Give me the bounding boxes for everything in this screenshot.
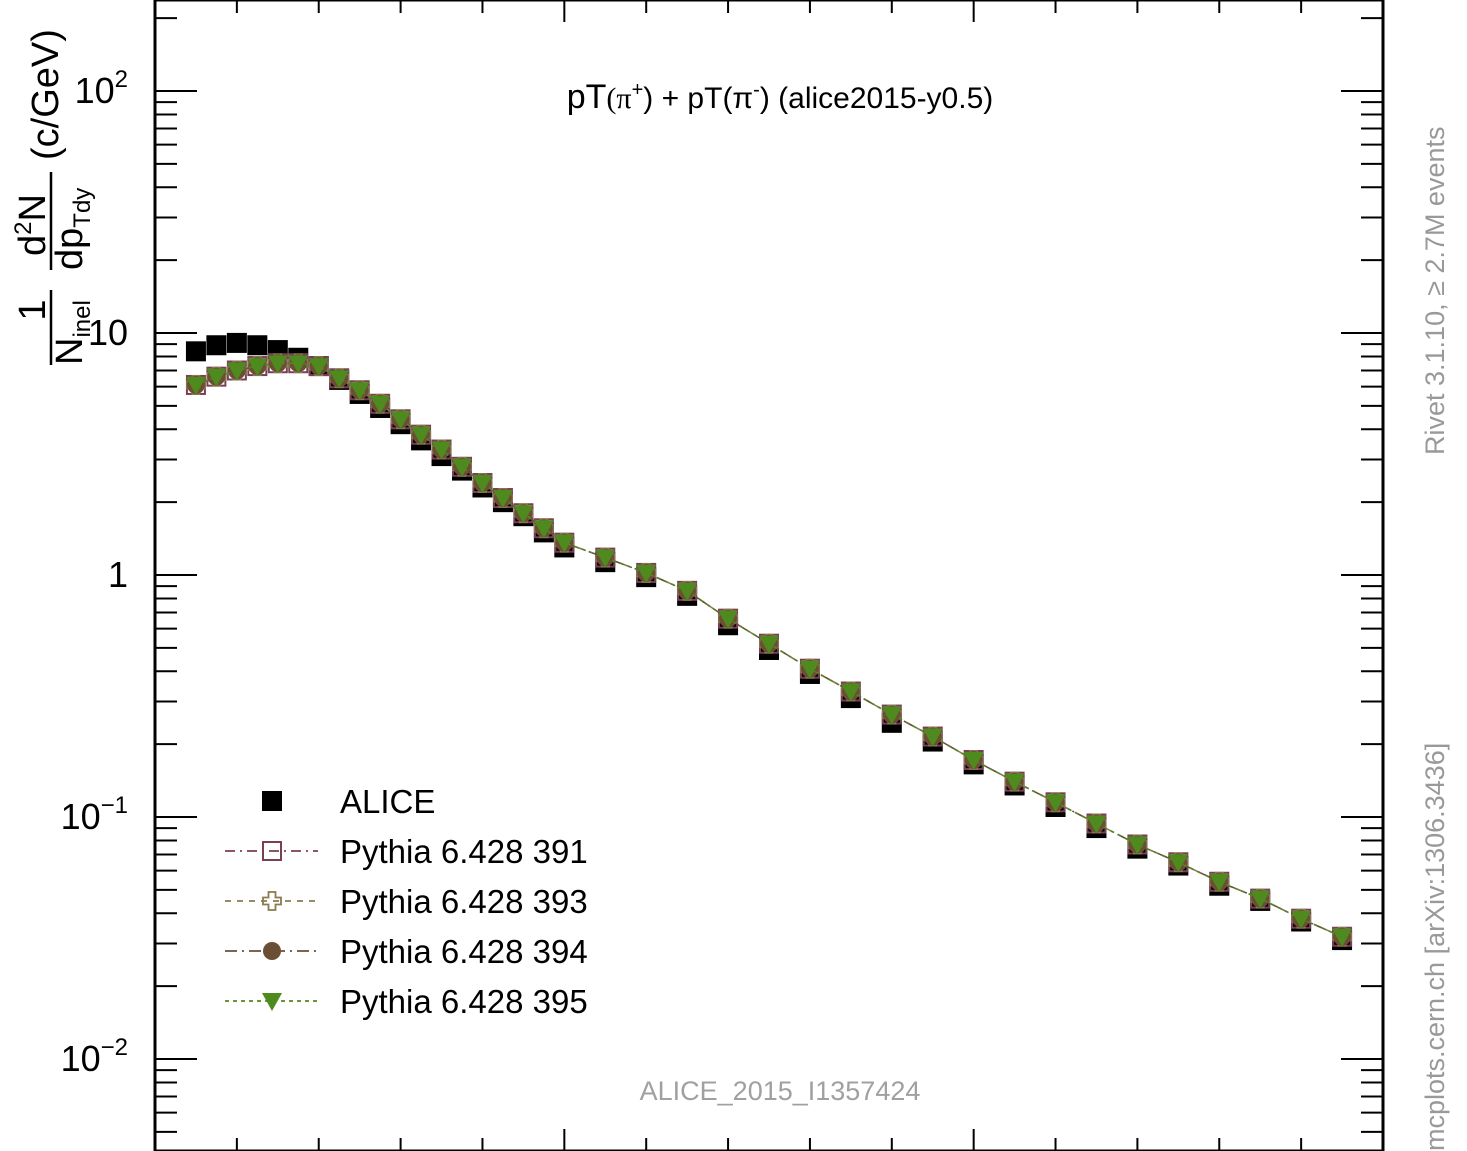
data-point [206,368,227,387]
analysis-id-annotation: ALICE_2015_I1357424 [640,1076,921,1106]
data-point [390,411,411,430]
data-point [431,441,452,460]
data-point [554,534,575,553]
data-point [411,426,432,445]
data-point [963,752,984,771]
data-point [759,635,779,654]
y-tick-label: 10−1 [61,792,128,837]
data-point [308,358,329,377]
data-point [452,458,472,477]
legend-entry: Pythia 6.428 391 [225,833,588,870]
data-point [247,335,268,356]
data-point [370,395,391,414]
data-point [513,505,534,524]
title-plus-sup: + [632,79,644,101]
title-main: pT [567,78,607,116]
y-tick-label: 10 [88,312,128,353]
data-point [329,370,350,389]
y-label-den-dp: dpTdy [49,188,96,270]
data-point [206,335,227,356]
data-point [881,706,902,725]
data-point [1209,873,1230,892]
data-point [1250,890,1271,909]
data-point [1045,794,1066,813]
data-point [1332,928,1353,947]
y-tick-labels: 102 10 1 10−1 10−2 [61,66,128,1079]
data-point [922,728,943,747]
y-tick-label: 10−2 [61,1034,128,1079]
data-point [263,942,281,960]
data-point [267,355,288,374]
legend-label: ALICE [340,783,435,820]
title-mid: ) + pT(π [643,82,753,115]
data-point [840,683,861,702]
data-point [533,520,554,539]
mcplots-source-label: mcplots.cern.ch [arXiv:1306.3436] [1420,742,1450,1151]
rivet-version-label: Rivet 3.1.10, ≥ 2.7M events [1420,126,1450,455]
data-point [636,564,657,583]
title-minus-sup: - [753,79,760,101]
y-tick-label: 1 [108,554,128,595]
y-label-den-n: Ninel [49,300,96,365]
data-point [1291,910,1312,929]
legend-label: Pythia 6.428 391 [340,833,588,870]
data-point [472,474,493,493]
plot-frame [153,0,1385,1151]
legend-label: Pythia 6.428 394 [340,933,588,970]
data-point [492,490,513,509]
data-point [1004,773,1025,792]
series-layer [185,332,1353,951]
data-point [1168,854,1189,873]
chart-title: pT(π+) + pT(π-) (alice2015-y0.5) [567,78,994,116]
data-point [247,358,268,377]
data-point [1127,836,1148,855]
data-point [1086,815,1107,834]
data-point [185,376,206,395]
series-5 [185,355,1353,947]
y-tick-label: 102 [75,66,128,111]
data-point [262,891,282,911]
legend: ALICE Pythia 6.428 391 Pythia 6.428 393 Pyt… [225,783,588,1020]
data-point [288,355,309,374]
legend-label: Pythia 6.428 395 [340,983,588,1020]
data-point [677,582,698,601]
axis-ticks [154,0,1384,1151]
title-end: ) (alice2015-y0.5) [760,82,993,115]
data-point [262,993,282,1011]
legend-entry: Pythia 6.428 395 [225,983,588,1020]
legend-entry: Pythia 6.428 393 [225,883,588,920]
data-point [799,660,820,679]
data-point [718,610,739,629]
data-point [349,382,370,401]
title-pi-plus: (π [606,82,631,115]
data-point [185,341,206,362]
data-point [595,549,616,568]
data-point [262,791,282,811]
data-point [262,841,282,861]
y-label-numerator: 1 [12,299,54,320]
legend-entry: Pythia 6.428 394 [225,933,588,970]
legend-label: Pythia 6.428 393 [340,883,588,920]
y-axis-label: 1 Ninel d2N dpTdy (c/GeV) [10,29,96,365]
y-label-numerator-2: d2N [10,194,54,256]
data-point [226,332,247,353]
legend-entry: ALICE [262,783,435,820]
data-point [226,362,247,381]
y-label-unit: (c/GeV) [25,29,67,160]
